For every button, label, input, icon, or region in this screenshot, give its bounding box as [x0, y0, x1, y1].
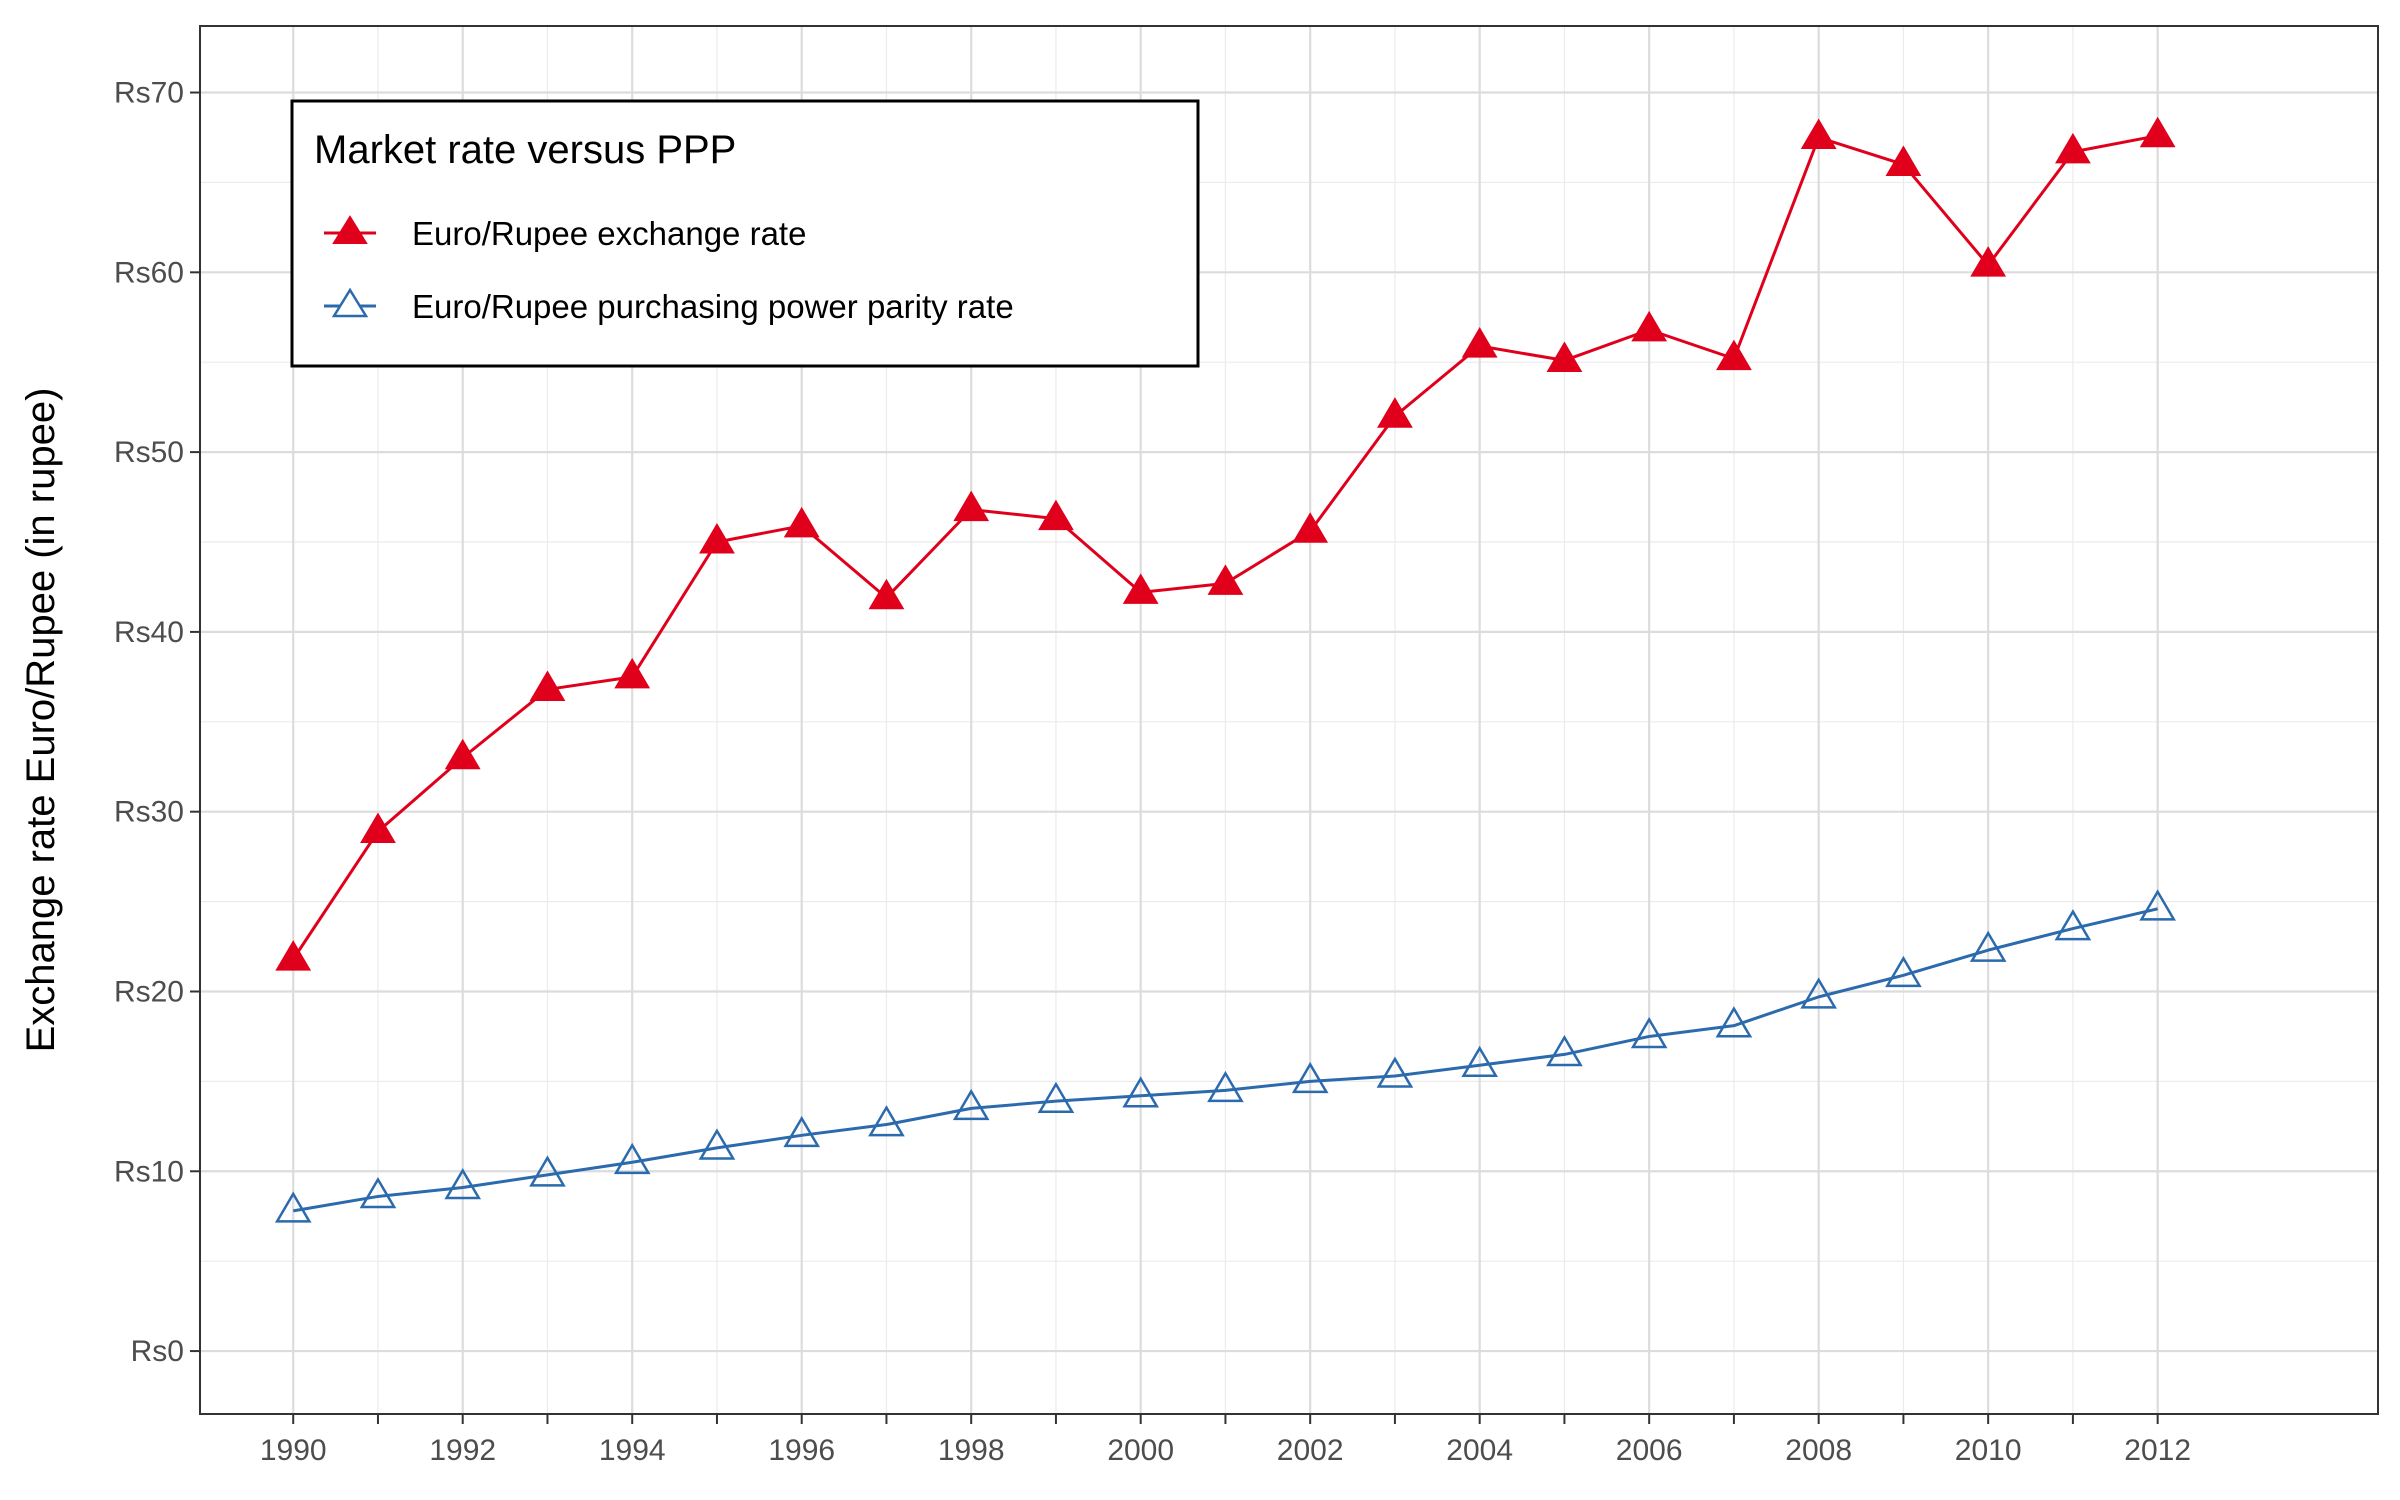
x-tick-label: 2006	[1616, 1434, 1683, 1467]
data-point-ppp-rate	[1207, 1070, 1244, 1103]
data-point-ppp-rate	[1800, 977, 1838, 1009]
plot-panel-border	[199, 25, 2379, 1415]
y-axis-title: Exchange rate Euro/Rupee (in rupee)	[19, 388, 63, 1053]
data-point-ppp-rate	[1291, 1061, 1329, 1094]
data-point-exchange-rate	[275, 940, 312, 971]
data-point-ppp-rate	[1885, 955, 1922, 988]
legend-box	[290, 99, 1200, 368]
data-point-exchange-rate	[2139, 116, 2176, 148]
series-layer	[274, 116, 2176, 1223]
data-point-exchange-rate	[1292, 512, 1329, 543]
x-tick-label: 1990	[260, 1434, 327, 1467]
legend-item-exchange-rate: Euro/Rupee exchange rate	[324, 215, 806, 252]
data-point-exchange-rate	[2055, 132, 2091, 164]
y-tick-label: Rs30	[114, 796, 184, 829]
data-point-exchange-rate	[529, 670, 566, 701]
data-point-exchange-rate	[1885, 145, 1922, 176]
data-point-ppp-rate	[359, 1176, 397, 1209]
x-tick-label: 1996	[768, 1434, 835, 1467]
legend-key-marker-ppp-rate	[331, 287, 369, 318]
data-point-ppp-rate	[444, 1167, 482, 1200]
data-point-exchange-rate	[1122, 573, 1159, 604]
data-point-exchange-rate	[1461, 327, 1498, 358]
x-tick-label: 2008	[1785, 1434, 1852, 1467]
data-point-exchange-rate	[783, 506, 820, 538]
x-tick-label: 1998	[938, 1434, 1005, 1467]
major-gridlines	[200, 26, 2378, 1414]
data-point-exchange-rate	[1800, 118, 1837, 150]
data-point-exchange-rate	[1631, 310, 1668, 342]
data-point-ppp-rate	[529, 1155, 566, 1187]
data-point-exchange-rate	[1207, 564, 1244, 595]
data-point-ppp-rate	[1630, 1016, 1668, 1049]
data-point-exchange-rate	[953, 490, 990, 522]
data-point-exchange-rate	[868, 578, 905, 610]
legend-label-exchange-rate: Euro/Rupee exchange rate	[412, 215, 806, 252]
x-tick-label: 2004	[1446, 1434, 1513, 1467]
data-point-ppp-rate	[1546, 1034, 1583, 1067]
data-point-exchange-rate	[1377, 397, 1413, 428]
data-point-exchange-rate	[699, 523, 735, 554]
legend: Market rate versus PPP Euro/Rupee exchan…	[290, 99, 1200, 368]
y-tick-label: Rs70	[114, 77, 184, 110]
data-point-exchange-rate	[1970, 246, 2007, 277]
x-tick-label: 2012	[2124, 1434, 2191, 1467]
data-point-ppp-rate	[274, 1191, 312, 1223]
data-point-ppp-rate	[1715, 1006, 1753, 1038]
x-tick-label: 1994	[599, 1434, 666, 1467]
data-point-ppp-rate	[2054, 909, 2092, 941]
data-point-exchange-rate	[1716, 339, 1752, 371]
y-axis: Rs0 Rs10 Rs20 Rs30 Rs40 Rs50 Rs60 Rs70	[114, 77, 200, 1368]
data-point-ppp-rate	[1122, 1076, 1160, 1108]
data-point-ppp-rate	[698, 1128, 736, 1160]
data-point-ppp-rate	[1037, 1081, 1075, 1113]
x-tick-label: 2010	[1955, 1434, 2022, 1467]
data-point-ppp-rate	[952, 1088, 990, 1121]
data-point-exchange-rate	[614, 657, 651, 689]
x-tick-label: 1992	[429, 1434, 496, 1467]
data-point-ppp-rate	[783, 1115, 821, 1148]
data-point-exchange-rate	[444, 738, 481, 770]
y-tick-label: Rs60	[114, 256, 184, 289]
data-point-exchange-rate	[1546, 341, 1583, 372]
data-point-ppp-rate	[1969, 930, 2007, 962]
y-tick-label: Rs40	[114, 616, 184, 649]
y-tick-label: Rs10	[114, 1155, 184, 1188]
data-point-ppp-rate	[613, 1142, 651, 1175]
y-tick-label: Rs20	[114, 975, 184, 1008]
data-point-exchange-rate	[360, 812, 396, 844]
data-point-ppp-rate	[2139, 889, 2176, 921]
series-line-ppp-rate	[292, 907, 2158, 1213]
legend-label-ppp-rate: Euro/Rupee purchasing power parity rate	[412, 288, 1014, 325]
data-point-ppp-rate	[1461, 1045, 1499, 1077]
x-tick-label: 2000	[1107, 1434, 1174, 1467]
legend-title: Market rate versus PPP	[314, 128, 736, 172]
y-tick-label: Rs0	[131, 1335, 184, 1368]
x-axis: 1990 1992 1994 1996 1998 2000 2002 2004 2006 2008…	[260, 1414, 2191, 1467]
y-tick-label: Rs50	[114, 436, 184, 469]
data-point-ppp-rate	[868, 1105, 905, 1137]
x-tick-label: 2002	[1277, 1434, 1344, 1467]
data-point-ppp-rate	[1376, 1056, 1414, 1088]
legend-key-marker-exchange-rate	[332, 215, 368, 244]
data-point-exchange-rate	[1038, 499, 1074, 531]
legend-item-ppp-rate: Euro/Rupee purchasing power parity rate	[324, 287, 1014, 325]
